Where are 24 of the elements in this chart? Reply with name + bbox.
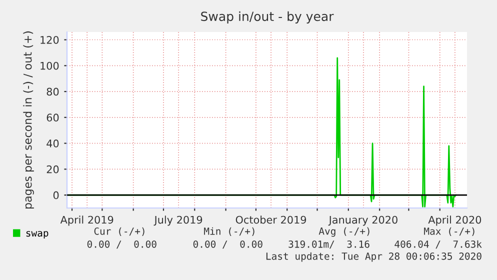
y-tick-label: 20 <box>46 165 59 174</box>
text: Min (-/+) <box>204 227 254 236</box>
text: 319.01m/ 3.16 <box>288 240 370 249</box>
y-tick-label: 60 <box>46 114 59 122</box>
x-tick-label: January 2020 <box>328 216 398 226</box>
x-tick-label: April 2020 <box>428 216 482 226</box>
text: 406.04 / 7.63k <box>394 240 482 249</box>
legend-label: swap <box>26 231 48 239</box>
x-tick-label: April 2019 <box>60 216 114 226</box>
text: 0.00 / 0.00 <box>193 240 262 249</box>
x-tick-label: October 2019 <box>236 216 306 224</box>
text: Cur (-/+) <box>94 227 144 236</box>
chart-title: Swap in/out - by year <box>201 11 334 24</box>
y-tick-label: 0 <box>53 191 59 200</box>
x-tick-label: July 2019 <box>154 216 202 226</box>
text: Last update: Tue Apr 28 00:06:35 2020 <box>266 252 482 262</box>
text: Avg (-/+) <box>318 227 370 237</box>
y-tick-label: 100 <box>40 62 59 70</box>
y-axis-title: pages per second in (-) / out (+) <box>23 31 34 209</box>
text: 0.00 / 0.00 <box>87 240 156 249</box>
y-tick-label: 40 <box>46 140 59 148</box>
text: Max (-/+) <box>424 227 474 236</box>
y-tick-label: 80 <box>46 88 59 96</box>
y-tick-label: 120 <box>40 36 59 44</box>
